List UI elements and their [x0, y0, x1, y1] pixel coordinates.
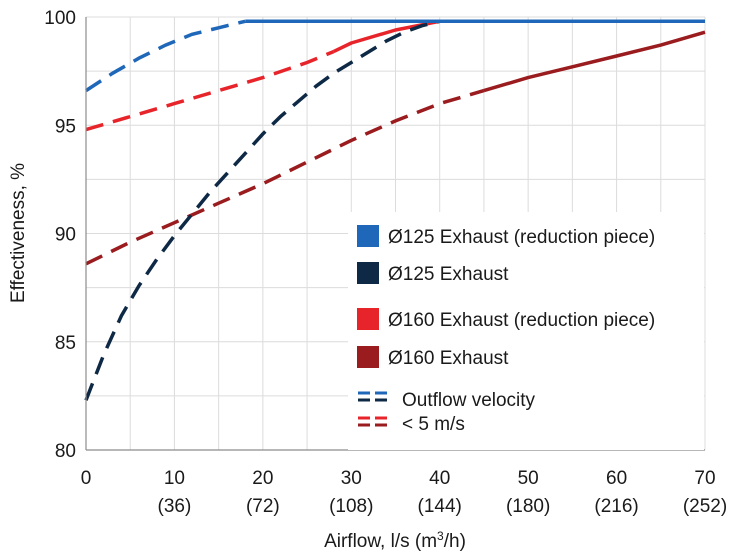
legend-swatch — [357, 225, 379, 247]
x-tick-sublabel: (72) — [246, 496, 280, 517]
x-axis-label: Airflow, l/s (m3/h) — [324, 529, 466, 552]
y-tick-label: 100 — [44, 8, 76, 29]
y-axis-label: Effectiveness, % — [8, 163, 29, 303]
series-line-dashed — [85, 19, 246, 93]
x-tick-sublabel: (108) — [329, 496, 373, 517]
y-tick-label: 85 — [55, 333, 76, 354]
legend-swatch — [357, 262, 379, 284]
legend-swatch — [357, 346, 379, 368]
legend-swatch — [357, 308, 379, 330]
x-tick-label: 0 — [81, 468, 92, 489]
x-tick-sublabel: (36) — [158, 496, 192, 517]
series-line-dashed — [84, 19, 458, 401]
legend-entry-label: Ø125 Exhaust — [388, 264, 509, 285]
legend-entry-label: Ø160 Exhaust — [388, 348, 509, 369]
x-tick-label: 70 — [694, 468, 715, 489]
legend-entry-label: Ø125 Exhaust (reduction piece) — [388, 227, 655, 248]
x-tick-label: 20 — [252, 468, 273, 489]
x-tick-label: 30 — [341, 468, 362, 489]
x-tick-sublabel: (180) — [506, 496, 550, 517]
series-line-dashed — [85, 49, 335, 132]
x-tick-sublabel: (252) — [683, 496, 727, 517]
tick-labels: 80 85 90 95 100 0 10 (36) 20 (72) 30 (108) 40 (144) 50… — [44, 8, 727, 517]
series-lines — [84, 19, 706, 401]
y-tick-label: 95 — [55, 116, 76, 137]
x-tick-label: 40 — [429, 468, 450, 489]
series-line-dashed — [85, 88, 485, 266]
y-tick-label: 80 — [55, 441, 76, 462]
x-tick-label: 60 — [606, 468, 627, 489]
legend-entry-label: Ø160 Exhaust (reduction piece) — [388, 310, 655, 331]
legend-background — [348, 212, 704, 450]
series-line-solid — [483, 30, 706, 93]
legend-note-line: Outflow velocity — [402, 390, 536, 411]
x-tick-sublabel: (144) — [418, 496, 462, 517]
x-tick-label: 50 — [518, 468, 539, 489]
y-tick-label: 90 — [55, 225, 76, 246]
legend-note-line: < 5 m/s — [402, 414, 465, 435]
x-tick-label: 10 — [164, 468, 185, 489]
x-tick-sublabel: (216) — [594, 496, 638, 517]
legend: Ø125 Exhaust (reduction piece) Ø125 Exhau… — [348, 212, 704, 450]
